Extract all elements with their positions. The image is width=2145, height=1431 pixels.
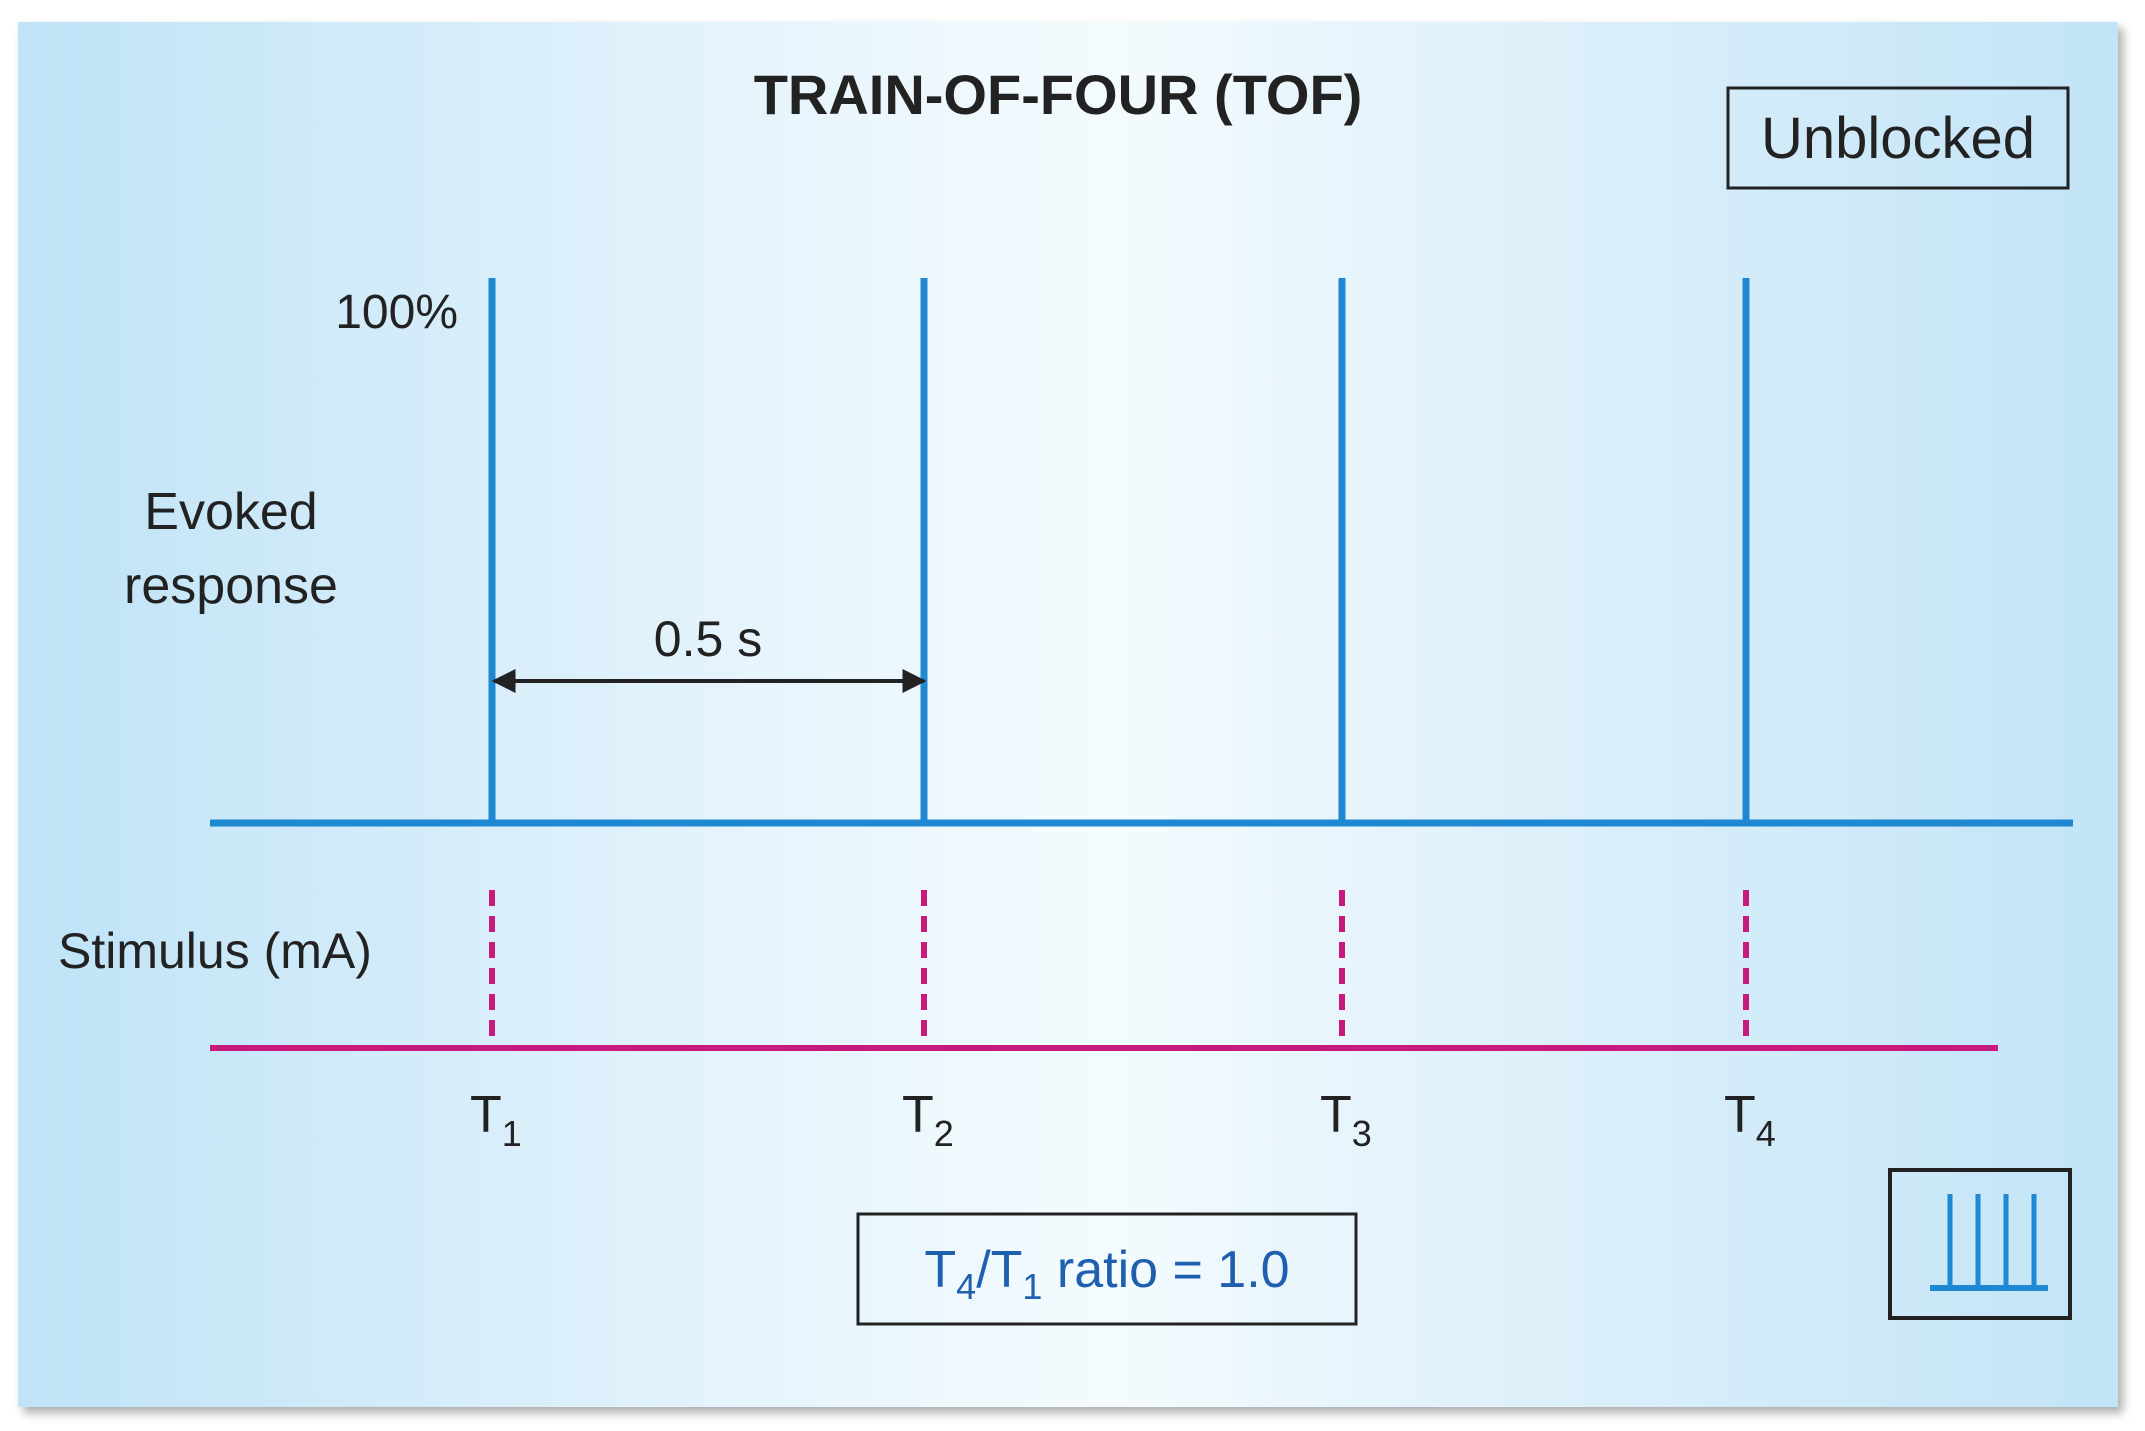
ratio-num-base: T	[924, 1241, 956, 1299]
tof-diagram: TRAIN-OF-FOUR (TOF) Unblocked 100% Evoke…	[58, 63, 2073, 1326]
ratio-rest: ratio = 1.0	[1042, 1241, 1289, 1299]
interval-label: 0.5 s	[654, 611, 762, 667]
ratio-den-sub: 1	[1022, 1266, 1042, 1307]
diagram-panel: TRAIN-OF-FOUR (TOF) Unblocked 100% Evoke…	[18, 22, 2118, 1407]
state-badge-label: Unblocked	[1761, 106, 2035, 171]
four-equal-twitch-bars-icon	[1888, 1168, 2072, 1320]
response-twitch-bars	[488, 278, 1750, 823]
ratio-text: T4/T1 ratio = 1.0	[924, 1241, 1289, 1307]
ratio-slash: /	[976, 1241, 991, 1299]
stimulus-labels: T1 T2 T3 T4	[470, 1086, 1776, 1154]
y-top-label: 100%	[335, 286, 458, 339]
diagram-title: TRAIN-OF-FOUR (TOF)	[754, 63, 1363, 126]
stimulus-axis-label: Stimulus (mA)	[58, 923, 372, 979]
stimulus-label-3: T3	[1320, 1086, 1372, 1154]
stimulus-label-1: T1	[470, 1086, 522, 1154]
stimulus-pulses	[489, 890, 1749, 1048]
ratio-box: T4/T1 ratio = 1.0	[856, 1212, 1358, 1326]
stimulus-label-4: T4	[1724, 1086, 1776, 1154]
response-axis-label-line2: response	[124, 557, 338, 615]
stimulus-label-2: T2	[902, 1086, 954, 1154]
response-axis-label-line1: Evoked	[144, 483, 317, 541]
icon-bars	[1947, 1194, 2037, 1288]
ratio-num-sub: 4	[956, 1266, 976, 1307]
ratio-den-base: T	[991, 1241, 1023, 1299]
state-badge: Unblocked	[1726, 86, 2070, 190]
